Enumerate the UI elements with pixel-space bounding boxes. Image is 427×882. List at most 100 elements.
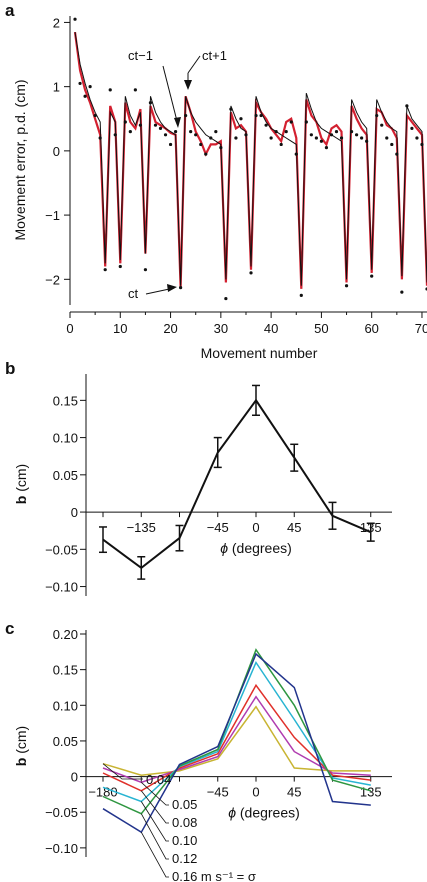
panel-b-y-axis-label: b (cm) [13, 464, 29, 504]
panel-a-data-point [163, 133, 168, 137]
panel-a-data-point [324, 146, 329, 150]
panel-c-series-label: 0.12 [172, 851, 197, 866]
panel-a-x-tick-label: 70 [415, 321, 427, 336]
panel-c-series-label-leader [141, 782, 169, 806]
panel-c-series-label: 0.16 m s⁻¹ = σ [172, 869, 256, 882]
panel-a-data-point [214, 130, 218, 134]
panel-c-y-tick-label: 0.15 [53, 663, 78, 678]
panel-a-data-point [168, 142, 173, 147]
panel-a-data-point [329, 133, 334, 137]
panel-c-y-axis-label: b (cm) [13, 726, 29, 766]
panel-a-data-point [334, 130, 339, 134]
panel-a-data-point [390, 142, 394, 147]
panel-a-data-point [274, 130, 278, 134]
panel-a-data-point [78, 81, 82, 86]
panel-c-series-label: 0.04 [146, 772, 171, 787]
panel-a-data-point [410, 126, 414, 130]
panel-a-data-point [309, 133, 313, 137]
panel-a-x-tick-label: 60 [364, 321, 378, 336]
panel-c-series-line [102, 652, 371, 834]
panel-b-y-tick-label: 0.10 [53, 431, 78, 446]
panel-c-series-label-leader [140, 832, 169, 878]
panel-a-data-point [349, 130, 354, 134]
panel-a-data-point [73, 17, 77, 21]
panel-a-label: a [5, 1, 15, 20]
panel-a-data-point [289, 120, 293, 124]
panel-b-x-axis-label: ϕ (degrees) [220, 540, 292, 556]
panel-c: c 0.20 0.15 0.10 0.05 0 −0.05 −0.10 −180 −45 0 45 13… [5, 619, 392, 882]
panel-c-y-axis-label-unit: (cm) [13, 726, 29, 758]
panel-b-label: b [5, 359, 15, 378]
panel-c-series-label: 0.10 [172, 833, 197, 848]
panel-a-data-point [199, 142, 203, 147]
panel-a-data-point [259, 113, 263, 118]
panel-a-data-point [219, 146, 223, 150]
panel-c-series-label-leader [102, 763, 143, 780]
panel-a-data-point [224, 296, 228, 301]
panel-a-data-point [153, 123, 158, 127]
panel-a-data-point [194, 133, 198, 137]
panel-b-x-tick-label: −135 [127, 520, 156, 535]
panel-a-data-point [264, 123, 268, 127]
panel-b-y-tick-label: 0.15 [53, 393, 78, 408]
panel-a-data-point [189, 130, 193, 134]
panel-c-x-tick-label: −45 [207, 785, 229, 800]
panel-a-x-tick-label: 40 [264, 321, 278, 336]
panel-a-data-point [98, 136, 102, 140]
panel-c-series-label-leader [140, 790, 169, 824]
panel-a-data-point [319, 139, 324, 143]
panel-a-data-point [279, 142, 283, 147]
annotation-ct-plus-1-arrow [187, 55, 201, 74]
panel-a-data-point [93, 113, 97, 118]
annotation-ct-minus-1-arrow [162, 65, 179, 126]
panel-c-x-tick-label: 45 [287, 785, 301, 800]
panel-a-data-point [108, 88, 112, 92]
panel-a-data-point [304, 120, 308, 124]
panel-b-series-line [102, 398, 372, 570]
panel-c-x-tick-label: −180 [88, 785, 117, 800]
annotation-ct-arrowhead [167, 284, 177, 292]
panel-b-y-tick-label: 0 [71, 505, 78, 520]
panel-c-series-label-leader [140, 801, 169, 842]
panel-a-data-point [299, 293, 303, 297]
panel-a-data-point [249, 271, 253, 275]
panel-a-data-point [314, 136, 318, 140]
panel-c-y-axis-label-symbol: b [13, 758, 29, 767]
annotation-ct-minus-1-arrowhead [174, 117, 181, 128]
panel-a-data-point [355, 133, 359, 137]
panel-a-data-point [113, 133, 117, 137]
panel-a-data-point [344, 284, 349, 288]
annotation-ct: ct [128, 286, 139, 301]
panel-b-y-tick-label: 0.05 [53, 468, 78, 483]
panel-c-series-label: 0.08 [172, 815, 197, 830]
panel-b-x-axis-label-unit: (degrees) [228, 540, 292, 556]
panel-a-data-point [133, 88, 137, 92]
panel-c-series-line [102, 695, 371, 784]
panel-a-data-point [148, 101, 153, 105]
annotation-ct-plus-1-arrowhead [184, 80, 192, 90]
panel-a-data-point [294, 152, 298, 156]
panel-a-x-tick-label: 0 [66, 321, 73, 336]
panel-c-y-tick-label: −0.05 [45, 805, 78, 820]
panel-a-data-point [229, 107, 233, 111]
panel-b-x-tick-label: −45 [207, 520, 229, 535]
panel-a-data-point [184, 113, 188, 118]
panel-a-data-point [370, 274, 374, 278]
panel-a-x-tick-label: 50 [314, 321, 328, 336]
annotation-ct-plus-1: ct+1 [202, 48, 227, 63]
panel-a-data-point [234, 136, 238, 140]
panel-a-data-point [284, 130, 288, 134]
panel-a-x-tick-label: 20 [163, 321, 177, 336]
panel-a-data-point [339, 136, 344, 140]
annotation-ct-minus-1: ct−1 [128, 48, 153, 63]
panel-c-x-axis-label-symbol: ϕ [228, 805, 236, 821]
panel-a-y-tick-label: 0 [53, 144, 60, 159]
panel-a-x-tick-label: 10 [113, 321, 127, 336]
panel-a-data-point [415, 136, 419, 140]
panel-b-y-axis-label-unit: (cm) [13, 464, 29, 496]
panel-a-y-tick-label: 1 [53, 80, 60, 95]
panel-a-data-point [123, 120, 127, 124]
